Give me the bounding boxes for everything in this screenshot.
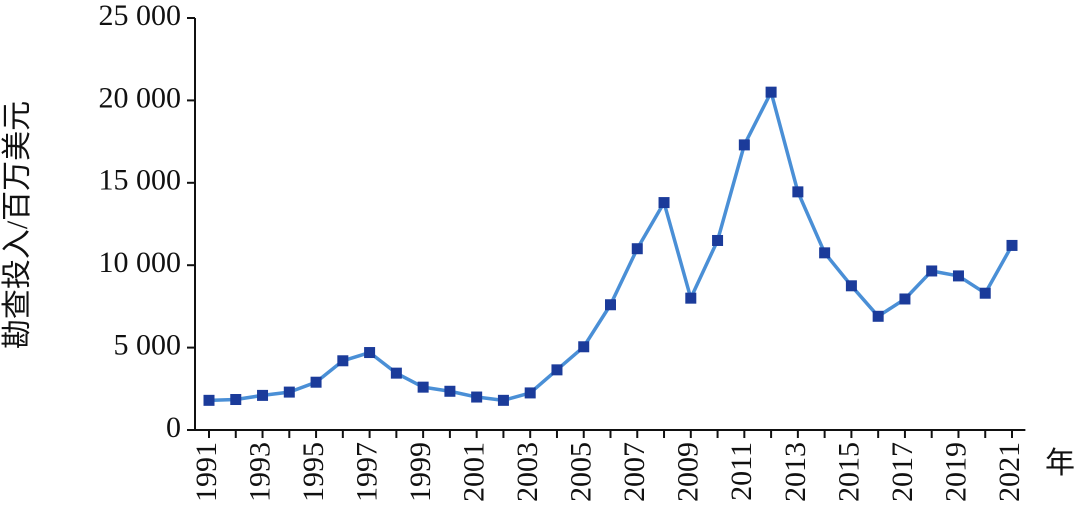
y-tick-label: 20 000 (99, 81, 182, 114)
y-tick-label: 25 000 (99, 0, 182, 32)
marker (979, 287, 991, 299)
y-tick-label: 15 000 (99, 164, 182, 197)
marker (230, 394, 242, 406)
marker (819, 247, 831, 259)
x-tick-label: 2009 (672, 442, 705, 502)
x-tick-label: 2019 (939, 442, 972, 502)
marker (283, 386, 295, 398)
marker (417, 381, 429, 393)
marker (845, 280, 857, 292)
marker (444, 385, 456, 397)
marker (310, 376, 322, 388)
marker (605, 299, 616, 311)
x-tick-label: 2007 (618, 442, 651, 502)
marker (578, 341, 590, 353)
x-tick-label: 1995 (297, 442, 330, 502)
marker (926, 265, 938, 277)
marker (1006, 239, 1018, 251)
x-tick-label: 2013 (779, 442, 812, 502)
marker (497, 394, 509, 406)
y-axis-label: 勘查投入/百万美元 (1, 101, 34, 349)
x-tick-label: 2005 (565, 442, 598, 502)
marker (899, 293, 911, 305)
marker (524, 387, 536, 399)
x-tick-label: 1999 (404, 442, 437, 502)
marker (551, 364, 563, 376)
marker (765, 86, 777, 98)
x-tick-label: 2021 (993, 442, 1026, 502)
line (208, 90, 1014, 403)
x-tick-label: 2015 (832, 442, 865, 502)
marker (390, 367, 402, 379)
x-axis-label: 年 (1045, 447, 1075, 480)
y-tick-label: 0 (166, 411, 181, 444)
marker (631, 243, 643, 255)
marker (337, 355, 349, 367)
x-tick-label: 2003 (511, 442, 544, 502)
x-tick-label: 1997 (350, 442, 383, 502)
marker (792, 186, 804, 198)
marker (952, 270, 964, 282)
x-tick-label: 2011 (725, 442, 758, 501)
x-tick-label: 2017 (886, 442, 919, 502)
x-tick-label: 2001 (458, 442, 491, 502)
x-tick-label: 1993 (243, 442, 276, 502)
marker (471, 391, 483, 403)
x-tick-label: 1991 (190, 442, 223, 502)
marker (658, 197, 670, 209)
marker (712, 234, 724, 246)
marker (203, 394, 215, 406)
marker (364, 347, 376, 359)
marker (738, 139, 750, 151)
y-tick-label: 5 000 (114, 328, 182, 361)
marker (872, 310, 884, 322)
y-tick-label: 10 000 (99, 246, 182, 279)
marker (257, 389, 269, 401)
marker (685, 292, 697, 304)
